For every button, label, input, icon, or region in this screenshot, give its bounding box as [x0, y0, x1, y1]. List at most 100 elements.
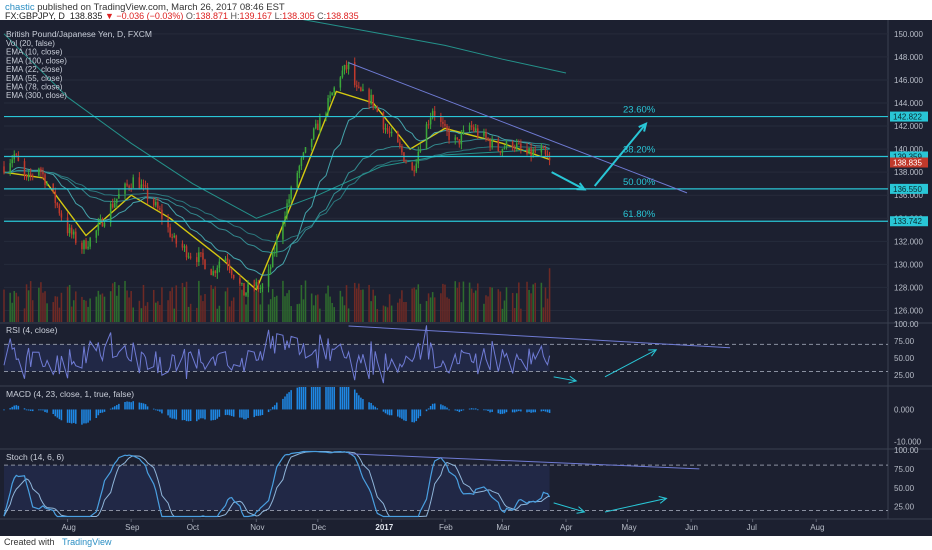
volume-bar: [288, 290, 290, 322]
candle-body: [138, 177, 141, 189]
candle-body: [314, 123, 317, 129]
macd-bar: [15, 405, 18, 410]
macd-bar: [286, 393, 288, 410]
volume-bar: [118, 285, 120, 322]
macd-bar: [499, 409, 502, 415]
macd-bar: [415, 409, 418, 422]
volume-bar: [218, 305, 221, 322]
macd-bar: [109, 408, 112, 410]
rsi-tick: 100.00: [894, 320, 919, 329]
macd-bar: [126, 401, 128, 410]
macd-bar: [399, 409, 401, 418]
volume-bar: [528, 289, 530, 322]
candle-body: [216, 267, 219, 274]
drawings: [348, 62, 688, 194]
volume-bar: [296, 304, 299, 322]
candle-body: [456, 137, 459, 140]
macd-bar: [356, 392, 358, 410]
macd-bar: [403, 409, 405, 421]
high-value: 139.167: [239, 11, 273, 21]
macd-bar: [491, 409, 493, 412]
volume-bar: [228, 306, 231, 322]
macd-bar: [25, 409, 28, 411]
macd-bar: [341, 387, 344, 410]
chart-area[interactable]: 23.60% 38.20% 50.00% 61.80% British Pound/Ja…: [0, 10, 932, 536]
candle-body: [341, 70, 344, 78]
volume-bar: [247, 282, 249, 322]
volume-bar: [429, 297, 432, 322]
macd-bar: [331, 387, 333, 410]
candle-body: [415, 163, 418, 172]
stoch-tick: 50.00: [894, 484, 915, 493]
price-tag-box: [890, 151, 928, 162]
macd-bar: [314, 387, 317, 410]
volume-bar: [448, 298, 450, 322]
volume-bar: [276, 295, 278, 322]
volume-bar: [530, 293, 532, 322]
candle-body: [413, 170, 415, 172]
volume-bar: [29, 281, 32, 322]
price-tick: 146.000: [894, 76, 923, 85]
stoch-trendline: [348, 453, 700, 470]
macd-bar: [419, 409, 422, 417]
volume-bar: [214, 286, 217, 322]
volume-bar: [374, 295, 377, 322]
macd-bar: [228, 409, 231, 416]
volume-bar: [534, 282, 536, 322]
candle-body: [118, 193, 120, 199]
tradingview-logo[interactable]: TradingView: [62, 537, 112, 547]
volume-bar: [390, 305, 393, 322]
close-value: 138.835: [326, 11, 359, 21]
candle-body: [257, 282, 260, 289]
macd-bar: [111, 407, 114, 410]
macd-bar: [9, 408, 11, 410]
volume-bar: [140, 308, 143, 322]
candle-body: [397, 131, 399, 143]
rsi-title: RSI (4, close): [6, 325, 58, 335]
volume-bar: [314, 295, 317, 322]
candle-body: [273, 252, 276, 254]
rsi-arrow-head: [568, 375, 578, 384]
volume-bar: [302, 299, 305, 322]
volume-bar: [152, 289, 155, 322]
macd-bar: [247, 409, 249, 418]
macd-bar: [155, 409, 157, 411]
macd-bar: [489, 409, 491, 413]
macd-bar: [511, 409, 514, 413]
macd-bar: [458, 409, 461, 413]
volume-bar: [540, 282, 543, 322]
volume-bar: [386, 307, 389, 322]
candle-body: [386, 128, 389, 132]
volume-bar: [241, 289, 243, 322]
candle-body: [214, 271, 217, 274]
macd-bar: [532, 409, 534, 413]
volume-bar: [15, 292, 18, 322]
volume-bar: [202, 301, 204, 322]
candle-body: [276, 239, 278, 253]
volume-bar: [368, 284, 370, 322]
chart-svg[interactable]: 23.60% 38.20% 50.00% 61.80% British Pound/Ja…: [0, 10, 932, 536]
candle-body: [485, 132, 487, 138]
candle-body: [542, 147, 545, 149]
candle-body: [548, 157, 551, 161]
candle-body: [356, 85, 358, 87]
volume-bar: [376, 308, 379, 322]
candle-body: [132, 177, 134, 188]
candle-body: [157, 201, 159, 209]
candle-body: [196, 257, 198, 263]
footer: Created with TradingView: [0, 536, 932, 550]
macd-bar: [27, 409, 30, 411]
time-axis: Aug Sep Oct Nov Dec 2017 Feb Mar Apr May Jun Jul Aug: [62, 519, 824, 532]
candle-body: [329, 95, 331, 99]
volume-bar: [542, 307, 545, 322]
volume-bar: [230, 300, 233, 322]
volume-bar: [187, 306, 190, 322]
macd-bar: [85, 409, 87, 424]
macd-bar: [388, 409, 391, 416]
author-link[interactable]: chastic: [5, 2, 35, 13]
macd-bar: [513, 409, 516, 413]
candle-body: [401, 146, 403, 153]
volume-bars: [3, 268, 551, 322]
macd-bar: [528, 409, 530, 412]
volume-bar: [103, 296, 106, 322]
